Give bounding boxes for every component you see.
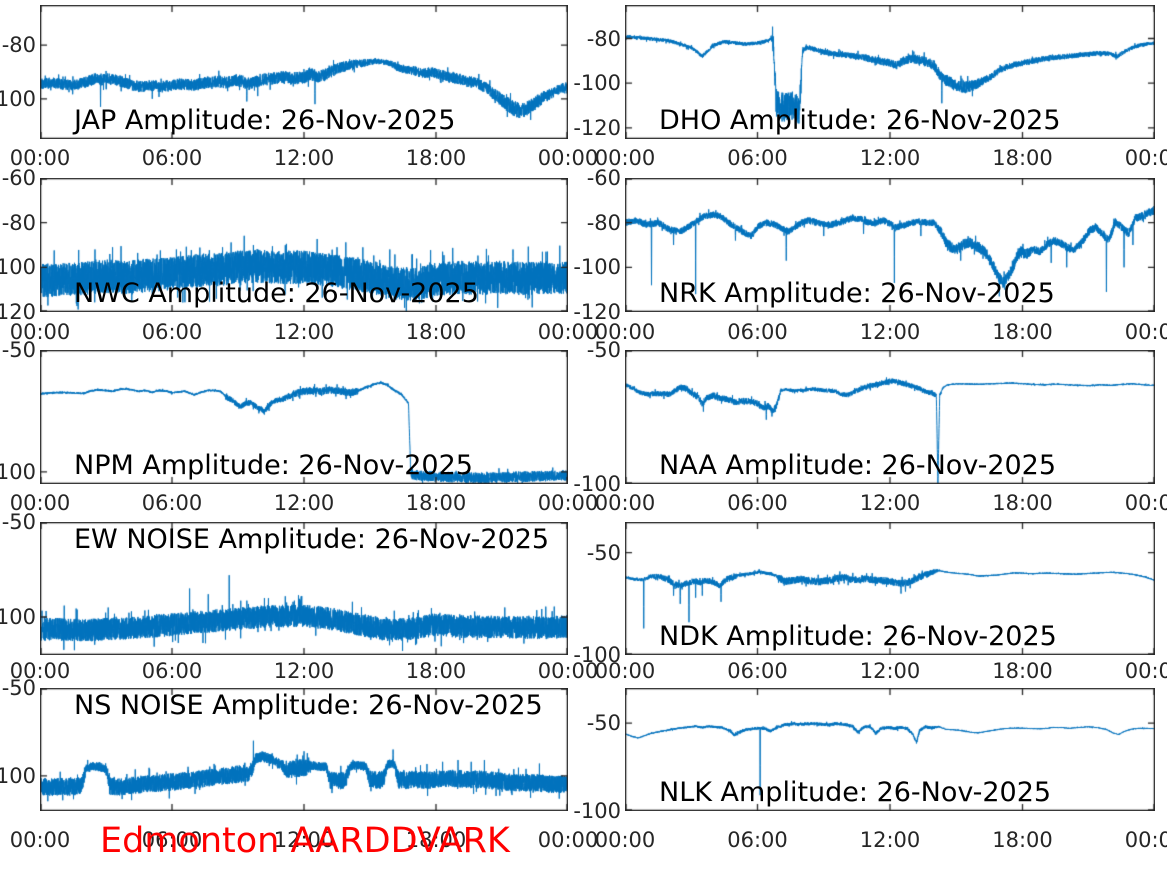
y-tick-label: -80 bbox=[1, 210, 36, 235]
x-tick-label: 00:00 bbox=[594, 491, 656, 515]
plot-canvas-dho bbox=[625, 5, 1155, 139]
x-tick-label: 18:00 bbox=[992, 491, 1053, 515]
x-tick-label: 06:00 bbox=[141, 491, 203, 515]
x-tick-label: 00:00 bbox=[9, 828, 71, 852]
y-tick-label: -100 bbox=[573, 255, 621, 280]
plot-canvas-nwc bbox=[40, 178, 568, 312]
x-tick-label: 12:00 bbox=[273, 146, 335, 170]
x-tick-label: 00:00 bbox=[537, 320, 599, 344]
plot-title-jap: JAP Amplitude: 26-Nov-2025 bbox=[74, 105, 456, 136]
x-tick-label: 12:00 bbox=[273, 659, 335, 683]
y-tick-label: -100 bbox=[0, 763, 36, 788]
x-tick-label: 06:00 bbox=[141, 146, 203, 170]
site-label: Edmonton AARDDVARK bbox=[100, 821, 510, 861]
y-tick-label: -80 bbox=[586, 210, 621, 235]
x-tick-label: 18:00 bbox=[405, 146, 467, 170]
y-tick-label: -100 bbox=[573, 799, 621, 823]
plot-canvas-jap bbox=[40, 5, 568, 139]
x-tick-label: 12:00 bbox=[859, 146, 921, 170]
plot-title-dho: DHO Amplitude: 26-Nov-2025 bbox=[659, 105, 1061, 136]
y-tick-label: -120 bbox=[0, 300, 36, 324]
x-tick-label: 18:00 bbox=[405, 659, 467, 683]
x-tick-label: 18:00 bbox=[405, 828, 467, 852]
x-tick-label: 00:00 bbox=[1124, 659, 1167, 683]
x-tick-label: 18:00 bbox=[992, 146, 1053, 170]
y-tick-label: -60 bbox=[586, 166, 621, 190]
y-tick-label: -50 bbox=[1, 510, 36, 534]
x-tick-label: 12:00 bbox=[859, 320, 921, 344]
x-tick-label: 12:00 bbox=[859, 491, 921, 515]
y-tick-label: -100 bbox=[573, 71, 621, 96]
y-tick-label: -80 bbox=[1, 33, 36, 58]
x-tick-label: 00:00 bbox=[594, 320, 656, 344]
x-tick-label: 06:00 bbox=[727, 659, 788, 683]
x-tick-label: 00:00 bbox=[9, 491, 71, 515]
x-tick-label: 00:00 bbox=[1124, 146, 1167, 170]
x-tick-label: 00:00 bbox=[537, 659, 599, 683]
x-tick-label: 00:00 bbox=[9, 146, 71, 170]
x-tick-label: 00:00 bbox=[9, 320, 71, 344]
x-tick-label: 06:00 bbox=[727, 320, 788, 344]
x-tick-label: 12:00 bbox=[859, 659, 921, 683]
y-tick-label: -100 bbox=[0, 255, 36, 280]
y-tick-label: -100 bbox=[573, 643, 621, 667]
x-tick-label: 06:00 bbox=[727, 491, 788, 515]
x-tick-label: 00:00 bbox=[537, 146, 599, 170]
y-tick-label: -120 bbox=[573, 300, 621, 324]
x-tick-label: 06:00 bbox=[141, 320, 203, 344]
x-tick-label: 06:00 bbox=[727, 828, 788, 852]
x-tick-label: 00:00 bbox=[537, 491, 599, 515]
x-tick-label: 00:00 bbox=[594, 659, 656, 683]
plot-canvas-ns-noise bbox=[40, 688, 568, 811]
plot-canvas-ndk bbox=[625, 522, 1155, 655]
x-tick-label: 06:00 bbox=[727, 146, 788, 170]
x-tick-label: 18:00 bbox=[992, 828, 1053, 852]
plot-title-naa: NAA Amplitude: 26-Nov-2025 bbox=[659, 450, 1057, 481]
y-tick-label: -60 bbox=[1, 166, 36, 190]
y-tick-label: -50 bbox=[586, 540, 621, 565]
x-tick-label: 00:00 bbox=[9, 659, 71, 683]
y-tick-label: -100 bbox=[0, 605, 36, 629]
y-tick-label: -100 bbox=[0, 459, 36, 484]
x-tick-label: 00:00 bbox=[1124, 828, 1167, 852]
plot-title-nwc: NWC Amplitude: 26-Nov-2025 bbox=[74, 278, 479, 309]
x-tick-label: 18:00 bbox=[992, 659, 1053, 683]
plot-canvas-nrk bbox=[625, 178, 1155, 312]
x-tick-label: 00:00 bbox=[594, 828, 656, 852]
x-tick-label: 00:00 bbox=[1124, 320, 1167, 344]
plot-title-ndk: NDK Amplitude: 26-Nov-2025 bbox=[659, 621, 1057, 652]
plot-canvas-nlk bbox=[625, 688, 1155, 811]
plot-canvas-npm bbox=[40, 350, 568, 484]
y-tick-label: -120 bbox=[573, 115, 621, 140]
x-tick-label: 00:00 bbox=[537, 828, 599, 852]
y-tick-label: -50 bbox=[586, 338, 621, 362]
x-tick-label: 00:00 bbox=[1124, 491, 1167, 515]
y-tick-label: -50 bbox=[1, 338, 36, 362]
x-tick-label: 12:00 bbox=[859, 828, 921, 852]
plot-title-npm: NPM Amplitude: 26-Nov-2025 bbox=[74, 450, 473, 481]
plot-title-nrk: NRK Amplitude: 26-Nov-2025 bbox=[659, 278, 1055, 309]
x-tick-label: 00:00 bbox=[594, 146, 656, 170]
y-tick-label: -100 bbox=[573, 472, 621, 496]
x-tick-label: 12:00 bbox=[273, 828, 335, 852]
plot-canvas-naa bbox=[625, 350, 1155, 484]
y-tick-label: -50 bbox=[1, 676, 36, 700]
x-tick-label: 18:00 bbox=[405, 491, 467, 515]
y-tick-label: -80 bbox=[586, 26, 621, 51]
plot-title-ew-noise: EW NOISE Amplitude: 26-Nov-2025 bbox=[74, 524, 550, 555]
x-tick-label: 06:00 bbox=[141, 828, 203, 852]
x-tick-label: 18:00 bbox=[405, 320, 467, 344]
x-tick-label: 06:00 bbox=[141, 659, 203, 683]
y-tick-label: -100 bbox=[0, 86, 36, 111]
plot-canvas-ew-noise bbox=[40, 522, 568, 655]
plot-title-ns-noise: NS NOISE Amplitude: 26-Nov-2025 bbox=[74, 690, 543, 721]
y-tick-label: -50 bbox=[586, 711, 621, 736]
x-tick-label: 12:00 bbox=[273, 491, 335, 515]
x-tick-label: 18:00 bbox=[992, 320, 1053, 344]
plot-title-nlk: NLK Amplitude: 26-Nov-2025 bbox=[659, 777, 1052, 808]
x-tick-label: 12:00 bbox=[273, 320, 335, 344]
